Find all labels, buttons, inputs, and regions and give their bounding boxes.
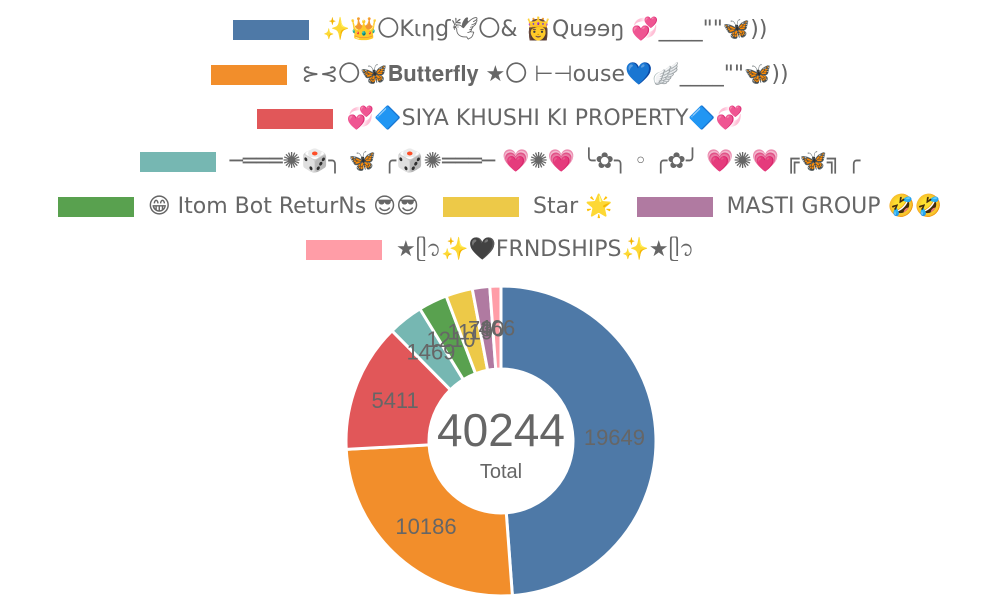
legend-label: ─═══✺🎲╮ 🦋 ╭🎲✺═══─ 💗✺💗 ╰✿╮ ◦ ╭✿╯ 💗✺💗 ╔🦋╗ … xyxy=(229,149,861,174)
legend-item[interactable]: 😁 Itom Bot ReturNs 😎😎 xyxy=(57,194,420,219)
legend-row: ─═══✺🎲╮ 🦋 ╭🎲✺═══─ 💗✺💗 ╰✿╮ ◦ ╭✿╯ 💗✺💗 ╔🦋╗ … xyxy=(0,142,1000,182)
doughnut-slice[interactable] xyxy=(344,443,514,598)
slice-value-label: 10186 xyxy=(395,514,456,539)
legend-row: ✨👑〇Kιηɠ🕊〇& 👸Quɘɘŋ 💞____""🦋)) xyxy=(0,10,1000,50)
legend-label: MASTI GROUP 🤣🤣 xyxy=(726,194,943,219)
legend-swatch xyxy=(256,109,333,129)
doughnut-slice[interactable] xyxy=(488,284,503,371)
legend-row: ★ᥫ᭡✨🖤FRNDSHIPS✨★ᥫ᭡ xyxy=(0,230,1000,270)
slice-value-label: 730 xyxy=(468,316,505,341)
legend-swatch xyxy=(139,152,216,172)
legend-swatch xyxy=(232,20,309,40)
legend-swatch xyxy=(443,197,520,217)
slice-value-label: 1469 xyxy=(406,340,455,365)
chart-legend: ✨👑〇Kιηɠ🕊〇& 👸Quɘɘŋ 💞____""🦋)) ⊱⊰〇🦋𝐁𝐮𝐭𝐭𝐞𝐫𝐟𝐥… xyxy=(0,0,1000,280)
legend-item[interactable]: 💞🔷SIYA KHUSHI KI PROPERTY🔷💞 xyxy=(256,106,744,131)
slice-value-label: 5411 xyxy=(371,388,418,413)
legend-row: 😁 Itom Bot ReturNs 😎😎 Star 🌟 MASTI GROUP 🤣… xyxy=(0,187,1000,227)
legend-label: ✨👑〇Kιηɠ🕊〇& 👸Quɘɘŋ 💞____""🦋)) xyxy=(322,17,768,42)
legend-label: ★ᥫ᭡✨🖤FRNDSHIPS✨★ᥫ᭡ xyxy=(395,237,694,262)
slice-value-label: 19649 xyxy=(584,425,645,450)
legend-row: ⊱⊰〇🦋𝐁𝐮𝐭𝐭𝐞𝐫𝐟𝐥𝐲 ★〇 ⊢⊣ouse💙🪽____""🦋)) xyxy=(0,55,1000,95)
legend-swatch xyxy=(636,197,713,217)
legend-row: 💞🔷SIYA KHUSHI KI PROPERTY🔷💞 xyxy=(0,99,1000,139)
slice-value-label: 466 xyxy=(479,316,516,341)
legend-item[interactable]: ✨👑〇Kιηɠ🕊〇& 👸Quɘɘŋ 💞____""🦋)) xyxy=(232,17,768,42)
legend-label: ⊱⊰〇🦋𝐁𝐮𝐭𝐭𝐞𝐫𝐟𝐥𝐲 ★〇 ⊢⊣ouse💙🪽____""🦋)) xyxy=(301,62,789,87)
legend-item[interactable]: ─═══✺🎲╮ 🦋 ╭🎲✺═══─ 💗✺💗 ╰✿╮ ◦ ╭✿╯ 💗✺💗 ╔🦋╗ … xyxy=(139,149,861,174)
legend-label: 😁 Itom Bot ReturNs 😎😎 xyxy=(147,194,420,219)
legend-item[interactable]: Star 🌟 xyxy=(443,196,613,218)
total-caption: Total xyxy=(480,461,522,483)
total-value: 40244 xyxy=(437,404,565,456)
legend-item[interactable]: ★ᥫ᭡✨🖤FRNDSHIPS✨★ᥫ᭡ xyxy=(305,237,694,262)
slice-value-label: 1210 xyxy=(427,327,476,352)
legend-swatch xyxy=(57,197,134,217)
legend-item[interactable]: ⊱⊰〇🦋𝐁𝐮𝐭𝐭𝐞𝐫𝐟𝐥𝐲 ★〇 ⊢⊣ouse💙🪽____""🦋)) xyxy=(211,62,789,87)
legend-label: 💞🔷SIYA KHUSHI KI PROPERTY🔷💞 xyxy=(346,106,744,131)
legend-item[interactable]: MASTI GROUP 🤣🤣 xyxy=(636,194,943,219)
legend-swatch xyxy=(305,240,382,260)
legend-label: Star 🌟 xyxy=(533,194,613,219)
slice-value-label: 1119 xyxy=(447,320,493,345)
legend-swatch xyxy=(211,65,288,85)
doughnut-slice[interactable] xyxy=(499,284,658,598)
